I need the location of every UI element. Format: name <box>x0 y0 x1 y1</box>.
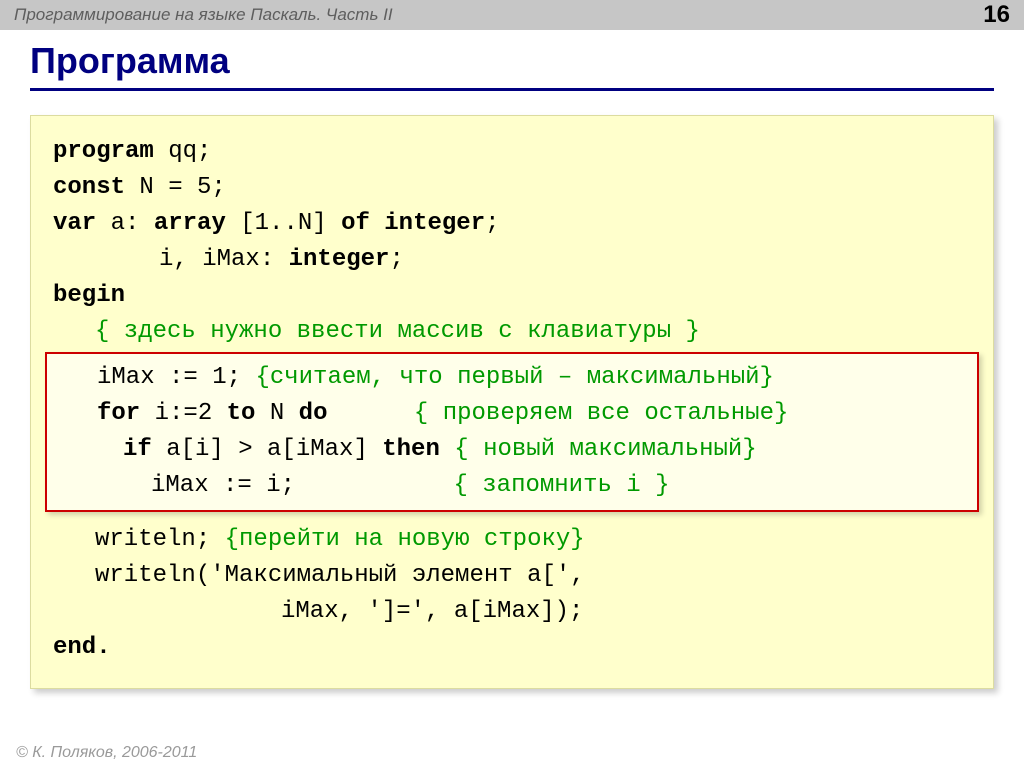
code-line: end. <box>53 630 971 666</box>
keyword: integer <box>384 210 485 237</box>
keyword: then <box>382 436 440 463</box>
keyword: for <box>97 400 140 427</box>
code-line: iMax := 1; {считаем, что первый – максим… <box>55 360 969 396</box>
code-line: { здесь нужно ввести массив с клавиатуры… <box>53 314 971 350</box>
keyword: const <box>53 174 125 201</box>
comment: { новый максимальный} <box>454 436 756 463</box>
code-text: iMax := i; <box>151 472 453 499</box>
keyword: of <box>341 210 370 237</box>
keyword: begin <box>53 282 125 309</box>
code-text: N = 5; <box>125 174 226 201</box>
code-text: [1..N] <box>226 210 341 237</box>
highlight-box: iMax := 1; {считаем, что первый – максим… <box>45 352 979 512</box>
keyword: do <box>299 400 328 427</box>
page-number: 16 <box>983 1 1010 29</box>
code-text: i, iMax: <box>159 246 289 273</box>
code-text: a: <box>96 210 154 237</box>
code-line: iMax := i; { запомнить i } <box>55 468 969 504</box>
content-area: Программа program qq; const N = 5; var a… <box>0 30 1024 740</box>
code-line: i, iMax: integer; <box>53 242 971 278</box>
code-text <box>327 400 413 427</box>
code-text: qq; <box>154 138 212 165</box>
code-text: i:=2 <box>140 400 226 427</box>
comment: { здесь нужно ввести массив с клавиатуры… <box>95 318 700 345</box>
code-text <box>370 210 384 237</box>
keyword: to <box>227 400 256 427</box>
code-line: writeln; {перейти на новую строку} <box>53 522 971 558</box>
code-line: writeln('Максимальный элемент a[', <box>53 558 971 594</box>
keyword: program <box>53 138 154 165</box>
code-line: iMax, ']=', a[iMax]); <box>53 594 971 630</box>
comment: { проверяем все остальные} <box>414 400 788 427</box>
slide-title: Программа <box>30 40 994 91</box>
keyword: var <box>53 210 96 237</box>
comment: {перейти на новую строку} <box>225 526 585 553</box>
code-text: ; <box>485 210 499 237</box>
header-bar: Программирование на языке Паскаль. Часть… <box>0 0 1024 30</box>
slide-page: Программирование на языке Паскаль. Часть… <box>0 0 1024 768</box>
code-line: var a: array [1..N] of integer; <box>53 206 971 242</box>
code-line: begin <box>53 278 971 314</box>
code-text: iMax := 1; <box>97 364 255 391</box>
code-text: ; <box>389 246 403 273</box>
code-block: program qq; const N = 5; var a: array [1… <box>30 115 994 689</box>
keyword: array <box>154 210 226 237</box>
comment: {считаем, что первый – максимальный} <box>255 364 773 391</box>
code-line: const N = 5; <box>53 170 971 206</box>
code-line: for i:=2 to N do { проверяем все остальн… <box>55 396 969 432</box>
keyword: integer <box>289 246 390 273</box>
header-subject: Программирование на языке Паскаль. Часть… <box>14 5 393 25</box>
code-text: a[i] > a[iMax] <box>152 436 382 463</box>
keyword: if <box>123 436 152 463</box>
footer-copyright: © К. Поляков, 2006-2011 <box>0 740 1024 768</box>
keyword: end. <box>53 634 111 661</box>
code-line: if a[i] > a[iMax] then { новый максималь… <box>55 432 969 468</box>
code-line: program qq; <box>53 134 971 170</box>
comment: { запомнить i } <box>453 472 669 499</box>
code-text: N <box>255 400 298 427</box>
code-text: writeln; <box>95 526 225 553</box>
code-text: iMax, ']=', a[iMax]); <box>281 598 583 625</box>
code-text: writeln('Максимальный элемент a[', <box>95 562 585 589</box>
code-text <box>440 436 454 463</box>
